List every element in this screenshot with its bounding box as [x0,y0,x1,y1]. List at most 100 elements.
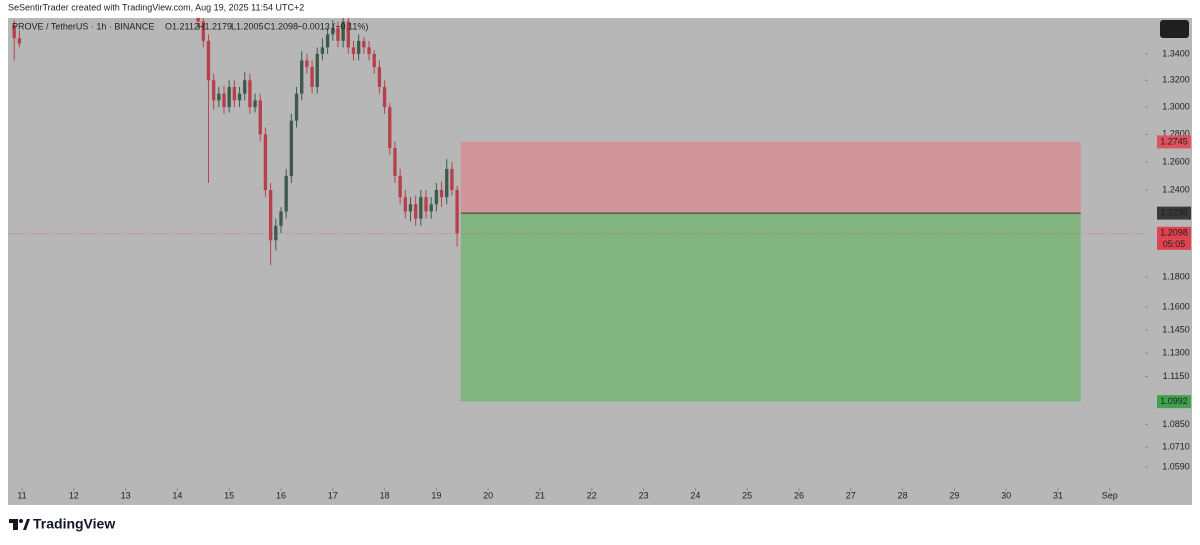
candle-body [268,190,273,241]
candle [362,36,366,54]
x-tick-label: 28 [898,490,908,500]
candle-body [284,175,288,212]
candle [237,86,242,108]
candle-body [331,27,335,35]
x-tick-label: 21 [535,490,545,500]
candle [268,182,273,266]
candle [398,168,402,205]
x-tick-label: 18 [380,490,390,500]
candle [388,103,392,156]
stop-label-bg [1157,135,1191,149]
candle [439,181,444,208]
y-tick-label: 1.1600 [1162,301,1190,311]
candle-body [455,190,459,234]
entry-label: 1.2238 [1157,206,1191,220]
y-tick-label: 1.2800 [1162,129,1190,139]
entry-label-bg [1157,206,1191,220]
candle-body [279,211,283,226]
candle [263,127,268,198]
candle [372,49,376,74]
candle-body [403,197,407,212]
candle-body [336,27,340,41]
x-tick-label: 15 [224,490,234,500]
candle [232,80,237,108]
candle-body [258,100,262,135]
candle-body [346,21,351,48]
stop-label: 1.2745 [1157,135,1191,149]
plot-area [8,18,1145,402]
candle-body [253,100,257,108]
candle-body [289,120,294,176]
candle [248,73,252,114]
candle-body [434,190,439,205]
logo-mark [19,519,23,523]
candle-body [325,34,330,48]
candle [325,27,330,54]
x-tick-label: 30 [1001,490,1011,500]
candle [413,195,418,226]
footer-logo: TradingView [9,516,115,532]
ohlc-value: H1.2179 [198,21,232,31]
candle-body [232,86,237,101]
logo-mark [13,519,18,530]
candle [211,73,216,110]
candle [196,18,200,28]
candle [320,38,325,61]
candle-body [439,190,444,198]
x-tick-label: 12 [69,490,79,500]
x-tick-label: 13 [121,490,131,500]
candle-body [398,175,402,198]
x-tick-label: 31 [1053,490,1063,500]
last-price-label-bg [1157,226,1191,240]
candle [367,40,371,61]
ohlc-value: −0.0013 (−0.11%) [297,21,368,31]
x-tick-label: Sep [1102,490,1118,500]
y-tick-label: 1.1150 [1163,371,1190,381]
candle-body [429,204,433,212]
candle-body [206,40,211,81]
candle [227,80,231,113]
candle-body [419,197,423,219]
ohlc-value: L1.2005 [231,21,264,31]
candle-body [367,47,371,54]
countdown-bg [1157,239,1191,250]
candle [336,21,340,48]
candle [408,197,413,222]
y-tick-label: 1.1450 [1162,324,1190,334]
countdown: 05:05 [1163,239,1186,249]
candle-body [211,80,216,101]
candle-body [424,197,428,212]
candle [450,161,454,196]
candle [377,60,382,94]
target-label-bg [1157,395,1191,409]
ohlc-value: O1.2112 [165,21,199,31]
candle [331,20,335,41]
candle-body [445,168,449,198]
x-tick-label: 19 [431,490,441,500]
candle [419,190,423,226]
candle [393,141,397,183]
entry-label-text: 1.2238 [1160,208,1188,218]
candle-body [393,148,397,176]
x-tick-label: 17 [328,490,338,500]
candle [253,93,257,113]
candle [274,218,278,251]
candle-body [450,168,454,191]
y-tick-label: 1.0850 [1162,419,1190,429]
candle-body [408,204,413,212]
ohlc-value: C1.2098 [264,21,298,31]
x-tick-label: 16 [276,490,286,500]
badge-bg [1160,20,1189,38]
candle [315,47,319,94]
candle-body [222,93,226,108]
candle-body [372,53,376,68]
stop-label-text: 1.2745 [1160,136,1188,146]
candle-body [12,25,16,39]
candle [310,60,314,94]
candle-body [196,18,200,22]
candle-body [237,93,242,101]
y-tick-label: 1.3400 [1162,48,1190,58]
candle-body [341,21,345,41]
x-tick-label: 11 [17,490,26,500]
